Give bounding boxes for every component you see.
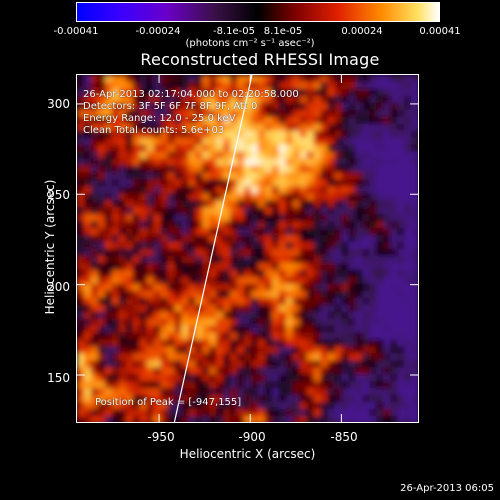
x-tick-label: -900 <box>238 430 266 444</box>
y-tick-label: 300 <box>47 97 70 111</box>
colorbar-units-label: (photons cm⁻² s⁻¹ asec⁻²) <box>185 38 315 49</box>
y-tick-label: 250 <box>47 188 70 202</box>
x-axis-label: Heliocentric X (arcsec) <box>179 447 316 461</box>
solar-limb-line <box>173 75 253 422</box>
y-tick-label: 200 <box>47 280 70 294</box>
y-tick-label: 150 <box>47 371 70 385</box>
footer-timestamp: 26-Apr-2013 06:05 <box>400 483 494 494</box>
x-tick-label: -850 <box>330 430 358 444</box>
image-plot: 26-Apr-2013 02:17:04.000 to 02:20:58.000… <box>76 74 419 423</box>
time-range-annotation: 26-Apr-2013 02:17:04.000 to 02:20:58.000 <box>83 89 299 100</box>
colorbar-tick-label: 0.00041 <box>419 26 461 37</box>
colorbar-tick-label: -8.1e-05 <box>213 26 255 37</box>
colorbar-tick-label: -0.00041 <box>53 26 99 37</box>
energy-range-annotation: Energy Range: 12.0 - 25.0 keV <box>83 113 236 124</box>
clean-annotation: Clean Total counts: 5.6e+03 <box>83 125 225 136</box>
plot-title: Reconstructed RHESSI Image <box>140 50 380 69</box>
x-tick-label: -950 <box>147 430 175 444</box>
colorbar-tick-label: 0.00024 <box>341 26 383 37</box>
peak-position-annotation: Position of Peak = [-947,155] <box>95 397 242 408</box>
colorbar-gradient <box>77 3 439 21</box>
colorbar <box>76 2 440 22</box>
colorbar-tick-label: 8.1e-05 <box>263 26 303 37</box>
detectors-annotation: Detectors: 3F 5F 6F 7F 8F 9F, Att 0 <box>83 101 258 112</box>
rhessi-image-map <box>77 75 418 422</box>
y-axis-label: Heliocentric Y (arcsec) <box>43 179 57 315</box>
colorbar-tick-label: -0.00024 <box>135 26 181 37</box>
